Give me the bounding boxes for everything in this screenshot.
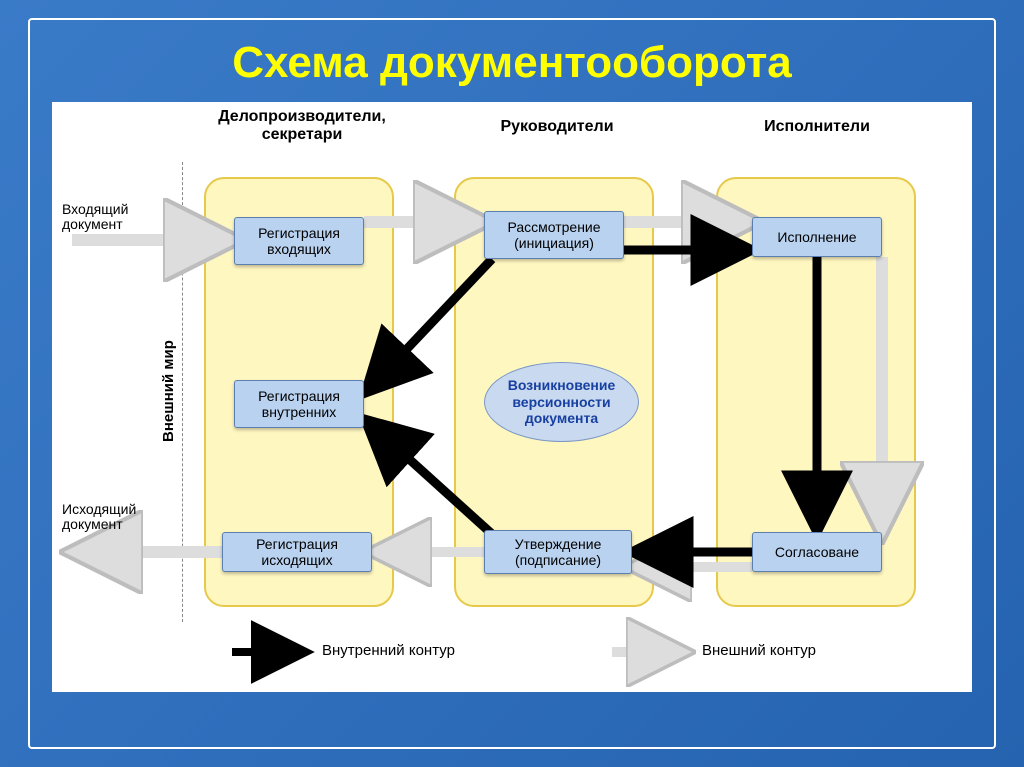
node-reg-incoming: Регистрация входящих bbox=[234, 217, 364, 265]
label-outgoing: Исходящий документ bbox=[62, 502, 162, 533]
node-versioning: Возникновение версионности документа bbox=[484, 362, 639, 442]
label-external-world: Внешний мир bbox=[160, 340, 177, 442]
dashed-divider bbox=[182, 162, 183, 622]
column-header-c2: Руководители bbox=[472, 118, 642, 136]
node-reg-outgoing: Регистрация исходящих bbox=[222, 532, 372, 572]
legend-inner: Внутренний контур bbox=[322, 642, 455, 659]
slide-frame: Схема документооборота Делопроизводители… bbox=[28, 18, 996, 749]
node-reg-internal: Регистрация внутренних bbox=[234, 380, 364, 428]
node-agree: Согласоване bbox=[752, 532, 882, 572]
column-header-c1: Делопроизводители, секретари bbox=[212, 108, 392, 145]
label-incoming: Входящий документ bbox=[62, 202, 162, 233]
page-title: Схема документооборота bbox=[52, 38, 972, 88]
node-review: Рассмотрение (инициация) bbox=[484, 211, 624, 259]
diagram-canvas: Делопроизводители, секретари Руководител… bbox=[52, 102, 972, 692]
legend-outer: Внешний контур bbox=[702, 642, 816, 659]
column-header-c3: Исполнители bbox=[732, 118, 902, 136]
node-approve: Утверждение (подписание) bbox=[484, 530, 632, 574]
slide: Схема документооборота Делопроизводители… bbox=[0, 0, 1024, 767]
node-execute: Исполнение bbox=[752, 217, 882, 257]
